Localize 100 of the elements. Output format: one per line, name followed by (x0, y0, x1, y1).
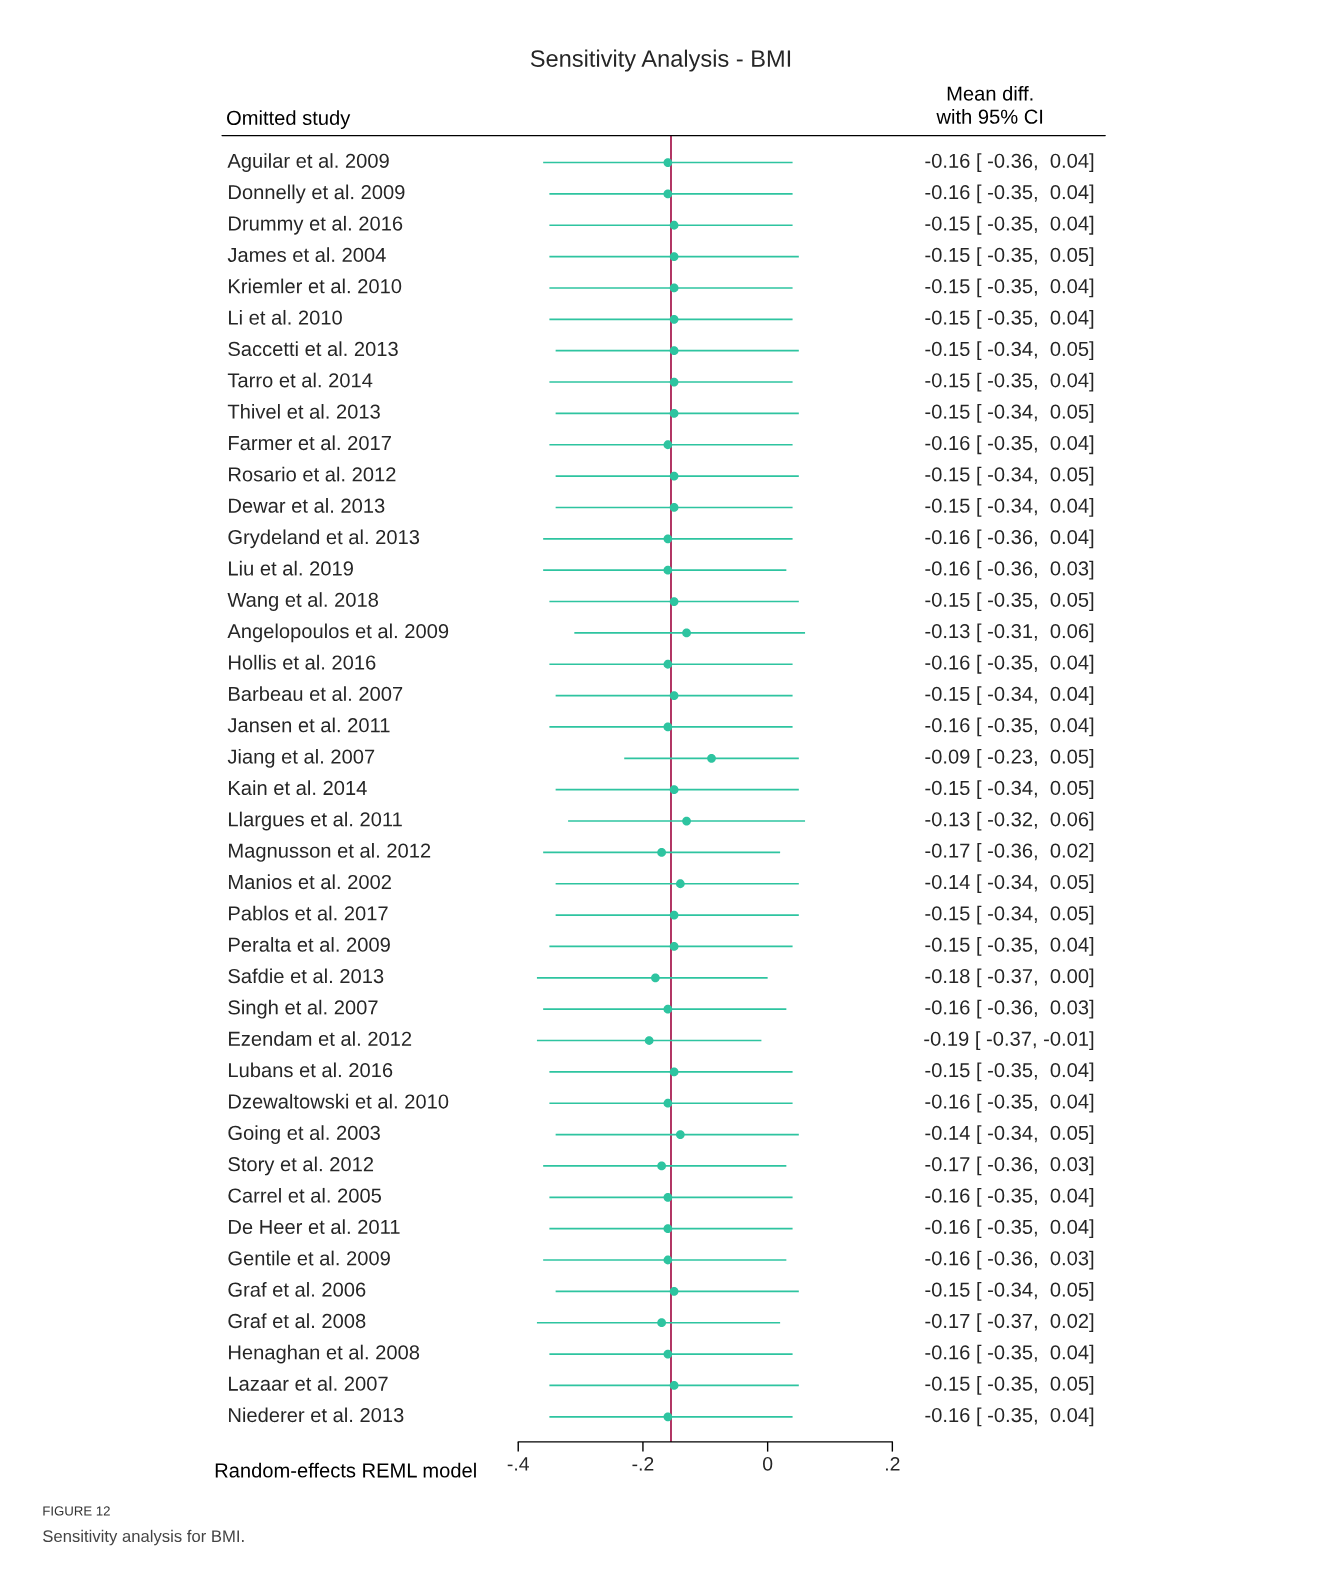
y-tick-label: Henaghan et al. 2008 (229, 1344, 420, 1364)
data-label: -0.15 [ -0.34, 0.04] (925, 686, 1094, 705)
y-tick-label: Jansen et al. 2011 (227, 717, 390, 733)
y-tick-label: Rosario et al. 2012 (229, 466, 396, 482)
y-tick-label: Lazaar et al. 2007 (229, 1376, 388, 1391)
data-label: -0.19 [ -0.37, -0.01] (924, 1031, 1094, 1050)
data-label: -0.15 [ -0.35, 0.05] (925, 247, 1094, 266)
y-tick-label: Safdie et al. 2013 (228, 968, 384, 984)
y-tick-label: Kain et al. 2014 (229, 780, 367, 796)
point (675, 1130, 685, 1139)
point (669, 346, 679, 356)
point (663, 534, 673, 544)
x-tick-label: 0 (762, 1456, 773, 1471)
y-tick-label: Peralta et al. 2009 (229, 937, 390, 952)
point (663, 1255, 673, 1265)
point (669, 220, 679, 230)
point (663, 1098, 673, 1108)
data-label: -0.15 [ -0.35, 0.05] (925, 1376, 1094, 1395)
point (663, 189, 673, 199)
point (657, 847, 667, 857)
data-label: -0.15 [ -0.34, 0.05] (925, 341, 1094, 361)
data-label: -0.16 [ -0.35, 0.04] (925, 435, 1094, 455)
x-tick-label: -.4 (507, 1457, 529, 1471)
data-label: -0.15 [ -0.35, 0.04] (925, 937, 1094, 956)
caption: FIGURE 12 (43, 1506, 110, 1516)
data-label: -0.09 [ -0.23, 0.05] (925, 748, 1094, 768)
point (669, 377, 679, 387)
y-tick-label: Barbeau et al. 2007 (229, 686, 403, 702)
point (663, 440, 673, 450)
data-label: -0.16 [ -0.35, 0.04] (925, 1093, 1094, 1113)
point (669, 1286, 679, 1296)
point (707, 753, 716, 763)
data-label: -0.16 [ -0.35, 0.04] (925, 654, 1094, 674)
data-label: -0.16 [ -0.35, 0.04] (925, 717, 1094, 737)
y-tick-label: Kriemler et al. 2010 (229, 278, 402, 294)
point (663, 1224, 673, 1234)
y-tick-label: Farmer et al. 2017 (229, 435, 391, 451)
data-label: -0.14 [ -0.34, 0.05] (925, 1125, 1094, 1144)
data-label: -0.17 [ -0.36, 0.03] (925, 1156, 1094, 1176)
y-tick-label: Drummy et al. 2016 (229, 215, 403, 235)
data-label: -0.16 [ -0.35, 0.04] (925, 1187, 1094, 1207)
y-tick-label: Lubans et al. 2016 (229, 1062, 393, 1078)
point (663, 1412, 673, 1422)
text: Omitted study (227, 110, 351, 130)
text: Mean diff. with 95% CI (936, 85, 1043, 124)
data-label: -0.18 [ -0.37, 0.00] (925, 968, 1094, 988)
point (663, 1192, 673, 1202)
data-label: -0.16 [ -0.35, 0.04] (925, 1407, 1094, 1427)
y-tick-label: Manios et al. 2002 (229, 874, 391, 890)
y-tick-label: Gentile et al. 2009 (228, 1250, 390, 1266)
data-label: -0.16 [ -0.35, 0.04] (925, 1219, 1094, 1239)
point (669, 252, 679, 261)
data-label: -0.17 [ -0.37, 0.02] (925, 1313, 1094, 1333)
y-tick-label: Aguilar et al. 2009 (227, 153, 389, 172)
y-tick-label: Wang et al. 2018 (227, 592, 379, 611)
point (669, 910, 679, 920)
data-label: -0.16 [ -0.36, 0.03] (925, 1250, 1094, 1270)
y-tick-label: Li et al. 2010 (229, 309, 342, 325)
y-tick-label: Angelopoulos et al. 2009 (227, 623, 449, 643)
data-label: -0.16 [ -0.36, 0.03] (925, 999, 1094, 1019)
point (682, 816, 691, 826)
point (675, 879, 685, 889)
point (669, 785, 679, 795)
data-label: -0.15 [ -0.35, 0.04] (925, 215, 1094, 235)
y-tick-label: Carrel et al. 2005 (228, 1187, 382, 1203)
y-tick-label: Graf et al. 2006 (228, 1281, 366, 1297)
y-tick-label: Singh et al. 2007 (228, 999, 378, 1019)
data-label: -0.16 [ -0.36, 0.04] (925, 153, 1094, 172)
y-tick-label: Niederer et al. 2013 (229, 1407, 404, 1423)
data-label: -0.14 [ -0.34, 0.05] (925, 874, 1094, 894)
y-tick-label: Story et al. 2012 (228, 1156, 374, 1176)
y-tick-label: Dewar et al. 2013 (229, 498, 385, 513)
point (669, 471, 679, 481)
data-label: -0.15 [ -0.34, 0.05] (925, 1281, 1094, 1301)
y-tick-label: Jiang et al. 2007 (227, 748, 375, 768)
data-label: -0.15 [ -0.34, 0.05] (925, 466, 1094, 486)
data-label: -0.13 [ -0.31, 0.06] (925, 623, 1094, 643)
point (651, 973, 660, 983)
data-label: -0.15 [ -0.34, 0.05] (925, 905, 1094, 925)
point (663, 565, 673, 575)
point (669, 1067, 679, 1077)
y-tick-label: Ezendam et al. 2012 (229, 1031, 412, 1046)
point (663, 158, 673, 167)
y-tick-label: Liu et al. 2019 (229, 560, 353, 576)
text: Random-effects REML model (215, 1462, 476, 1478)
data-label: -0.15 [ -0.35, 0.04] (925, 309, 1094, 329)
y-tick-label: Hollis et al. 2016 (229, 654, 376, 670)
data-label: -0.16 [ -0.35, 0.04] (925, 1344, 1094, 1364)
data-label: -0.15 [ -0.34, 0.05] (925, 780, 1094, 800)
y-tick-label: Graf et al. 2008 (228, 1313, 366, 1329)
point (669, 597, 679, 606)
point (657, 1318, 667, 1328)
data-label: -0.15 [ -0.34, 0.05] (925, 404, 1094, 423)
point (663, 722, 673, 732)
data-label: -0.16 [ -0.36, 0.03] (925, 560, 1094, 580)
point (663, 1004, 673, 1014)
data-label: -0.15 [ -0.35, 0.05] (925, 592, 1094, 611)
point (644, 1036, 654, 1045)
point (669, 314, 679, 324)
data-label: -0.15 [ -0.35, 0.04] (925, 1062, 1094, 1082)
